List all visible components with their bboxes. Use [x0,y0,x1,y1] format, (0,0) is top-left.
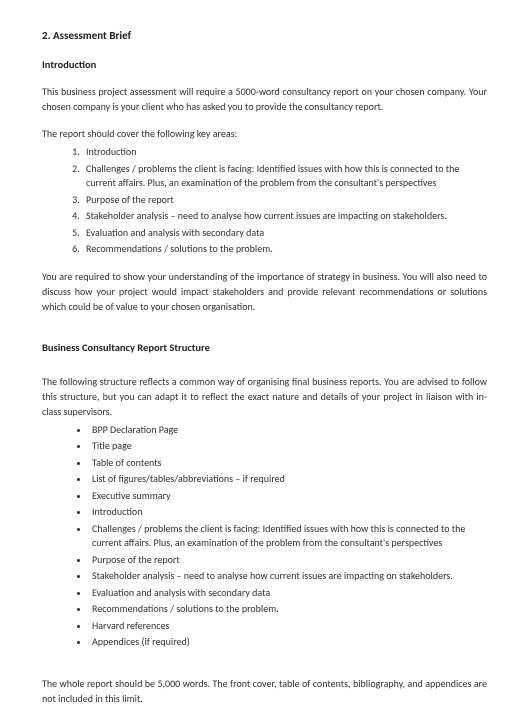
list-item: Table of contents [90,456,487,471]
structure-paragraph: The following structure reflects a commo… [42,374,487,419]
list-item: Title page [90,439,487,454]
list-item: Stakeholder analysis – need to analyse h… [82,209,487,224]
list-item: Harvard references [90,619,487,634]
spacer [42,662,487,676]
list-item: Appendices (if required) [90,635,487,650]
footer-paragraph: The whole report should be 5,000 words. … [42,676,487,706]
list-item: Recommendations / solutions to the probl… [90,602,487,617]
list-item: BPP Declaration Page [90,423,487,438]
list-item: Stakeholder analysis – need to analyse h… [90,569,487,584]
list-item: Executive summary [90,489,487,504]
intro-heading: Introduction [42,57,487,73]
list-item: Purpose of the report [90,553,487,568]
spacer [42,326,487,340]
list-item: Challenges / problems the client is faci… [82,162,487,191]
list-item: Introduction [82,145,487,160]
list-item: List of figures/tables/abbreviations – i… [90,472,487,487]
key-areas-list: Introduction Challenges / problems the c… [42,145,487,257]
list-item: Recommendations / solutions to the probl… [82,242,487,257]
key-areas-intro: The report should cover the following ke… [42,126,487,141]
list-item: Introduction [90,505,487,520]
list-item: Purpose of the report [82,193,487,208]
list-item: Evaluation and analysis with secondary d… [90,586,487,601]
structure-list: BPP Declaration Page Title page Table of… [42,423,487,650]
list-item: Evaluation and analysis with secondary d… [82,226,487,241]
intro-paragraph: This business project assessment will re… [42,84,487,114]
list-item: Challenges / problems the client is faci… [90,522,487,551]
section-heading: 2. Assessment Brief [42,28,487,45]
requirement-paragraph: You are required to show your understand… [42,269,487,314]
structure-heading: Business Consultancy Report Structure [42,340,487,356]
